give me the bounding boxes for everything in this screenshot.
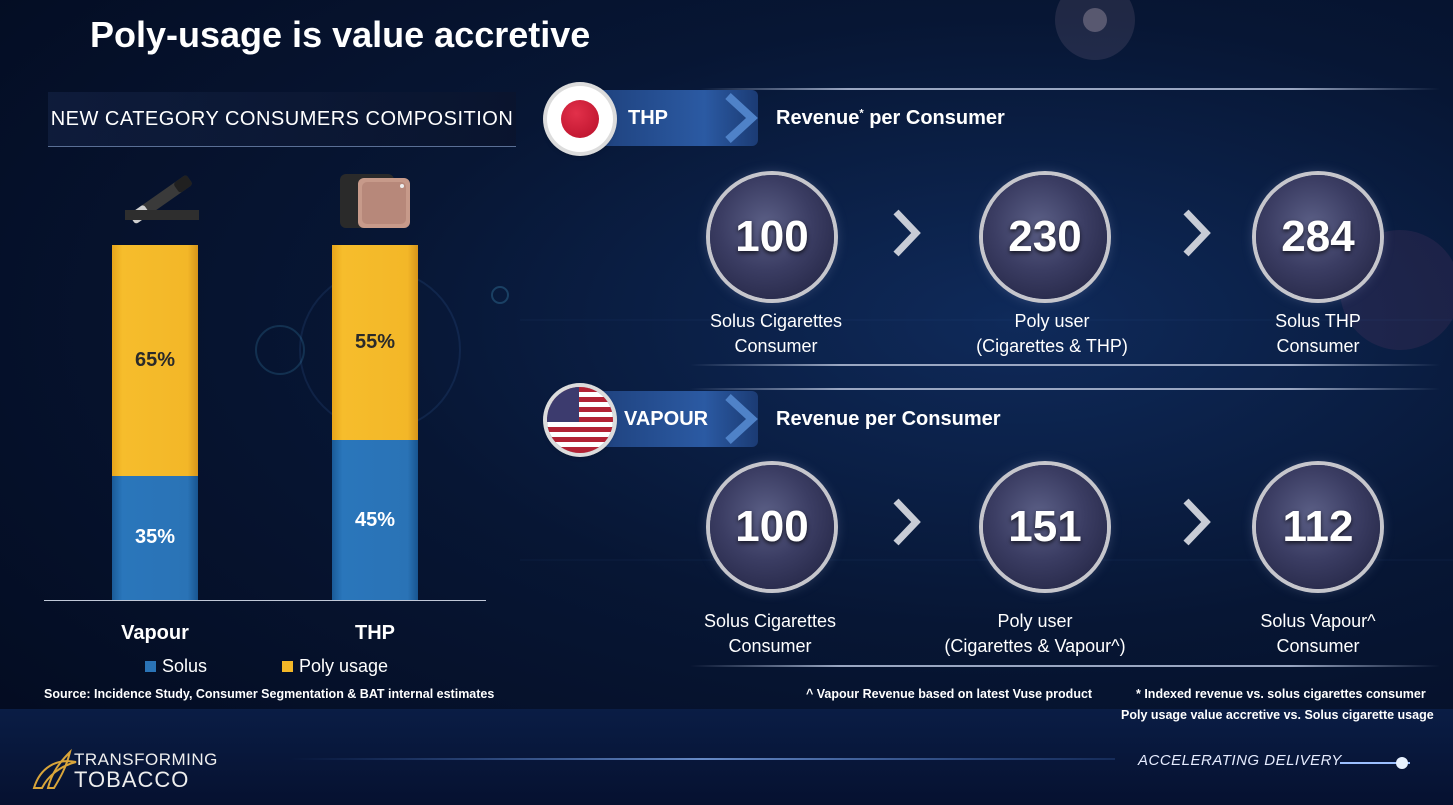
vapour-label-2: Poly user (Cigarettes & Vapour^) [925, 609, 1145, 659]
legend-solus-label: Solus [162, 656, 208, 676]
vapour-label-1-line2: Consumer [728, 636, 812, 656]
vapour-label-2-line2: (Cigarettes & Vapour^) [944, 636, 1126, 656]
brand-logo: TRANSFORMING TOBACCO [74, 750, 218, 792]
vapour-revenue-title: Revenue per Consumer [776, 408, 1001, 430]
accretive-note: Poly usage value accretive vs. Solus cig… [1121, 708, 1434, 722]
bar-vapour-solus: 35% [112, 475, 198, 600]
thp-revenue-title-main: Revenue [776, 107, 860, 129]
footer-bar [0, 709, 1453, 805]
vapour-pill-label: VAPOUR [624, 407, 709, 430]
vapour-divider-bottom [690, 665, 1440, 667]
thp-pill-label: THP [628, 106, 668, 129]
composition-heading: NEW CATEGORY CONSUMERS COMPOSITION [48, 92, 516, 147]
indexed-revenue-note: * Indexed revenue vs. solus cigarettes c… [1136, 687, 1426, 701]
vapour-arrow-2-icon [1183, 498, 1211, 546]
bar-vapour-solus-label: 35% [134, 526, 176, 549]
brand-line1: TRANSFORMING [74, 750, 218, 769]
thp-label-2: Poly user (Cigarettes & THP) [942, 309, 1162, 359]
thp-label-3-line1: Solus THP [1275, 311, 1361, 331]
thp-label-1-line1: Solus Cigarettes [709, 311, 843, 331]
vapour-label-3-line1: Solus Vapour^ [1260, 611, 1376, 631]
vapour-label-2-line1: Poly user [997, 611, 1073, 631]
bar-vapour-poly-label: 65% [134, 348, 176, 371]
japan-flag-icon [547, 86, 613, 152]
bar-thp-poly-label: 55% [354, 331, 396, 354]
thp-revenue-title: Revenue* per Consumer [776, 107, 1005, 130]
thp-label-3-line2: Consumer [1276, 336, 1360, 356]
vapour-label-3: Solus Vapour^ Consumer [1208, 609, 1428, 659]
thp-device-icon [340, 174, 410, 228]
thp-divider-top [700, 88, 1440, 90]
bar-thp-poly: 55% [332, 245, 418, 441]
thp-value-circle-3: 284 [1256, 175, 1380, 299]
vapour-value-circle-2: 151 [983, 465, 1107, 589]
vapour-value-circle-3: 112 [1256, 465, 1380, 589]
category-label-vapour: Vapour [121, 622, 189, 644]
thp-label-1: Solus Cigarettes Consumer [666, 309, 886, 359]
thp-label-3: Solus THP Consumer [1208, 309, 1428, 359]
thp-divider-bottom [690, 364, 1440, 366]
vapour-divider-top [690, 388, 1440, 390]
vapour-label-1: Solus Cigarettes Consumer [660, 609, 880, 659]
thp-value-circle-2: 230 [983, 175, 1107, 299]
bar-vapour: 65% 35% [112, 245, 198, 600]
thp-label-2-line2: (Cigarettes & THP) [976, 336, 1128, 356]
vapour-label-1-line1: Solus Cigarettes [703, 611, 837, 631]
bar-vapour-poly: 65% [112, 245, 198, 476]
thp-revenue-title-rest: per Consumer [863, 107, 1005, 129]
thp-arrow-1-icon [893, 209, 921, 257]
composition-heading-text: NEW CATEGORY CONSUMERS COMPOSITION [50, 107, 514, 130]
vapour-revenue-note: ^ Vapour Revenue based on latest Vuse pr… [806, 687, 1093, 701]
source-note: Source: Incidence Study, Consumer Segmen… [44, 687, 495, 701]
vapour-label-3-line2: Consumer [1276, 636, 1360, 656]
legend-poly: Poly usage [282, 656, 388, 677]
usa-flag-icon [547, 387, 613, 453]
usa-flag-graphic [547, 387, 613, 453]
thp-label-2-line1: Poly user [1014, 311, 1090, 331]
bar-thp: 55% 45% [332, 245, 418, 600]
page-title: Poly-usage is value accretive [90, 14, 591, 55]
footer-light-line [290, 757, 1410, 769]
thp-revenue-title-sup: * [859, 107, 864, 120]
legend-solus-swatch [145, 661, 156, 672]
vape-device-icon [125, 175, 199, 224]
brand-line2: TOBACCO [74, 767, 190, 792]
bar-thp-solus-label: 45% [354, 508, 396, 531]
chart-baseline [44, 600, 486, 601]
legend-solus: Solus [145, 656, 207, 677]
thp-arrow-2-icon [1183, 209, 1211, 257]
vapour-arrow-1-icon [893, 498, 921, 546]
footer-tagline: ACCELERATING DELIVERY [1138, 752, 1342, 769]
vapour-value-circle-1: 100 [710, 465, 834, 589]
legend-poly-label: Poly usage [299, 656, 389, 676]
bar-thp-solus: 45% [332, 440, 418, 600]
category-label-thp: THP [355, 622, 395, 644]
thp-value-circle-1: 100 [710, 175, 834, 299]
vapour-pill-chevron-icon [725, 394, 758, 444]
thp-pill-chevron-icon [725, 93, 758, 143]
thp-label-1-line2: Consumer [734, 336, 818, 356]
legend-poly-swatch [282, 661, 293, 672]
leaf-logo-icon [32, 748, 77, 789]
